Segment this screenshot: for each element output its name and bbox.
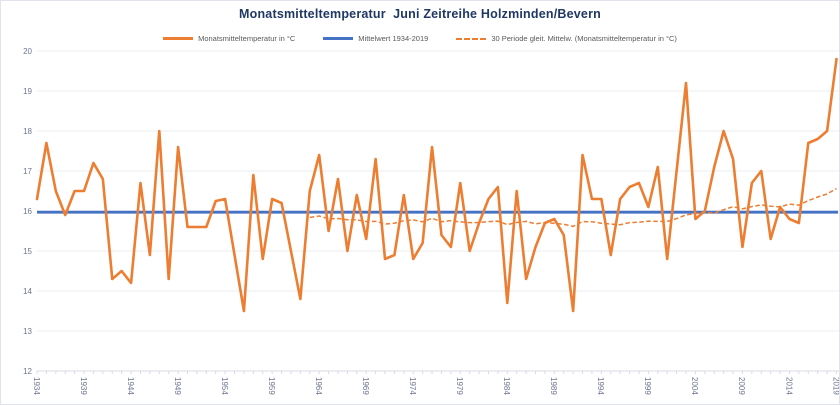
legend-label-mean: Mittelwert 1934-2019 [358, 34, 429, 43]
svg-text:2019: 2019 [831, 377, 840, 395]
dashed-line-marker [456, 37, 487, 40]
chart-legend: Monatsmitteltemperatur in °C Mittelwert … [1, 34, 839, 43]
moving-average-line [309, 187, 837, 228]
svg-text:1934: 1934 [32, 377, 41, 395]
svg-text:1969: 1969 [361, 377, 370, 395]
legend-label-moving-average: 30 Periode gleit. Mittelw. (Monatsmittel… [491, 34, 677, 43]
svg-text:16: 16 [23, 207, 32, 216]
svg-text:20: 20 [23, 47, 32, 56]
svg-text:15: 15 [23, 247, 32, 256]
svg-text:1999: 1999 [643, 377, 652, 395]
svg-text:1949: 1949 [173, 377, 182, 395]
svg-text:14: 14 [23, 287, 32, 296]
chart-title: Monatsmitteltemperatur Juni Zeitreihe Ho… [239, 7, 601, 21]
solid-line-marker-blue [323, 37, 354, 40]
solid-line-marker-orange [163, 37, 194, 40]
x-axis [36, 370, 839, 374]
temperature-line [35, 57, 838, 313]
svg-text:1954: 1954 [220, 377, 229, 395]
svg-text:1989: 1989 [549, 377, 558, 395]
svg-text:12: 12 [23, 367, 32, 376]
legend-item-moving-average: 30 Periode gleit. Mittelw. (Monatsmittel… [456, 34, 677, 43]
legend-item-mean: Mittelwert 1934-2019 [323, 34, 428, 43]
svg-text:1964: 1964 [314, 377, 323, 395]
svg-text:1959: 1959 [267, 377, 276, 395]
y-axis-labels: 12 13 14 15 16 17 18 19 20 [23, 47, 32, 376]
svg-text:1944: 1944 [126, 377, 135, 395]
svg-text:1994: 1994 [596, 377, 605, 395]
legend-label-temperature: Monatsmitteltemperatur in °C [198, 34, 296, 43]
svg-text:1984: 1984 [502, 377, 511, 395]
svg-text:17: 17 [23, 167, 32, 176]
x-axis-labels: 1934 1939 1944 1949 1954 1959 1964 1969 1974 1979… [32, 377, 840, 395]
svg-text:19: 19 [23, 87, 32, 96]
svg-text:1979: 1979 [455, 377, 464, 395]
svg-text:2009: 2009 [737, 377, 746, 395]
svg-text:1939: 1939 [79, 377, 88, 395]
svg-text:1974: 1974 [408, 377, 417, 395]
svg-text:2014: 2014 [784, 377, 793, 395]
svg-text:2004: 2004 [690, 377, 699, 395]
svg-text:18: 18 [23, 127, 32, 136]
legend-item-temperature: Monatsmitteltemperatur in °C [163, 34, 295, 43]
svg-text:13: 13 [23, 327, 32, 336]
